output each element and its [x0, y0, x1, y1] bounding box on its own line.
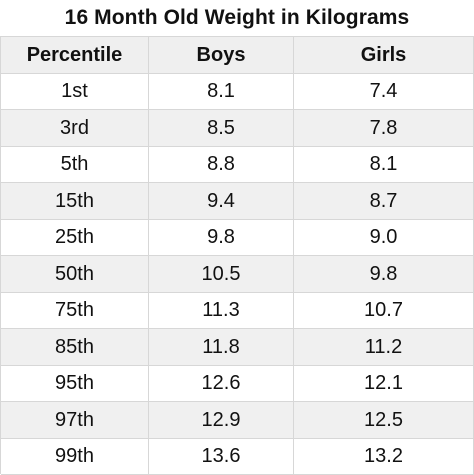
chart-title: 16 Month Old Weight in Kilograms	[0, 0, 474, 36]
girls-weight-cell: 13.2	[294, 439, 474, 475]
girls-weight-cell: 12.1	[294, 366, 474, 402]
column-header-boys: Boys	[149, 37, 294, 73]
percentile-cell: 50th	[1, 256, 149, 292]
table-header-row: Percentile Boys Girls	[1, 37, 474, 74]
girls-weight-cell: 8.7	[294, 183, 474, 219]
table-row: 3rd 8.5 7.8	[1, 110, 474, 147]
percentile-cell: 5th	[1, 147, 149, 183]
table-row: 97th 12.9 12.5	[1, 402, 474, 439]
boys-weight-cell: 13.6	[149, 439, 294, 475]
boys-weight-cell: 8.8	[149, 147, 294, 183]
girls-weight-cell: 12.5	[294, 402, 474, 438]
boys-weight-cell: 11.8	[149, 329, 294, 365]
boys-weight-cell: 12.9	[149, 402, 294, 438]
column-header-girls: Girls	[294, 37, 474, 73]
girls-weight-cell: 10.7	[294, 293, 474, 329]
girls-weight-cell: 9.0	[294, 220, 474, 256]
percentile-cell: 3rd	[1, 110, 149, 146]
boys-weight-cell: 8.1	[149, 74, 294, 110]
boys-weight-cell: 9.8	[149, 220, 294, 256]
girls-weight-cell: 11.2	[294, 329, 474, 365]
boys-weight-cell: 9.4	[149, 183, 294, 219]
girls-weight-cell: 7.8	[294, 110, 474, 146]
girls-weight-cell: 8.1	[294, 147, 474, 183]
percentile-cell: 85th	[1, 329, 149, 365]
table-row: 85th 11.8 11.2	[1, 329, 474, 366]
percentile-cell: 15th	[1, 183, 149, 219]
girls-weight-cell: 7.4	[294, 74, 474, 110]
table-row: 1st 8.1 7.4	[1, 74, 474, 111]
column-header-percentile: Percentile	[1, 37, 149, 73]
table-row: 99th 13.6 13.2	[1, 439, 474, 475]
girls-weight-cell: 9.8	[294, 256, 474, 292]
table-row: 15th 9.4 8.7	[1, 183, 474, 220]
table-row: 75th 11.3 10.7	[1, 293, 474, 330]
percentile-cell: 97th	[1, 402, 149, 438]
table-row: 25th 9.8 9.0	[1, 220, 474, 257]
percentile-cell: 25th	[1, 220, 149, 256]
percentile-cell: 95th	[1, 366, 149, 402]
percentile-cell: 1st	[1, 74, 149, 110]
table-row: 95th 12.6 12.1	[1, 366, 474, 403]
weight-percentile-table: Percentile Boys Girls 1st 8.1 7.4 3rd 8.…	[0, 36, 474, 474]
boys-weight-cell: 8.5	[149, 110, 294, 146]
table-row: 50th 10.5 9.8	[1, 256, 474, 293]
boys-weight-cell: 12.6	[149, 366, 294, 402]
boys-weight-cell: 10.5	[149, 256, 294, 292]
boys-weight-cell: 11.3	[149, 293, 294, 329]
percentile-cell: 75th	[1, 293, 149, 329]
percentile-cell: 99th	[1, 439, 149, 475]
table-row: 5th 8.8 8.1	[1, 147, 474, 184]
